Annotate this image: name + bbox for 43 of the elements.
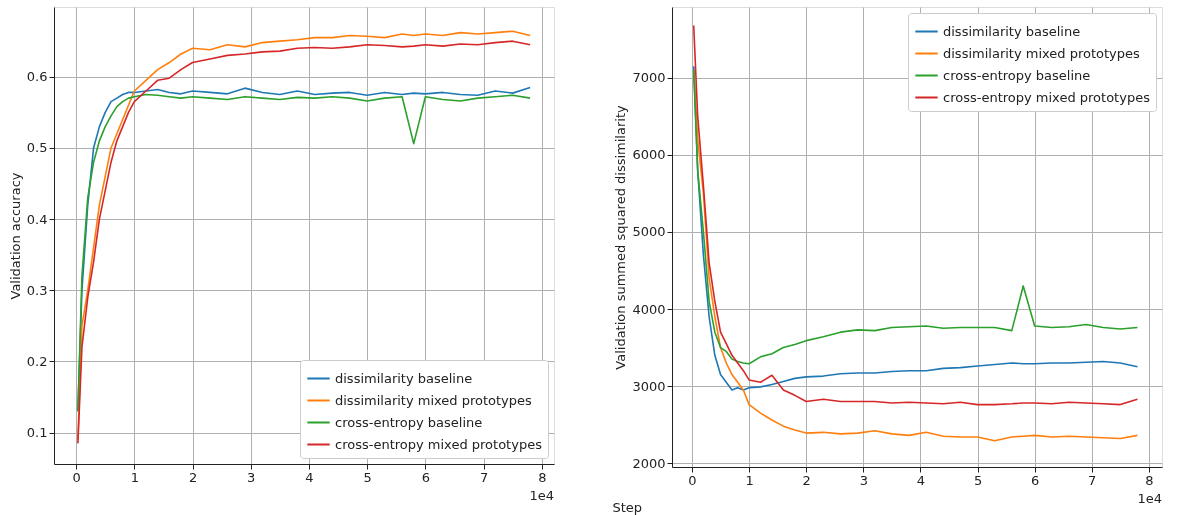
y-tick-label: 0.2 [26, 354, 48, 369]
x-axis-title: Step [612, 499, 643, 515]
legend-label: cross-entropy mixed prototypes [943, 89, 1151, 105]
x-tick-label: 6 [421, 469, 430, 485]
x-tick-label: 7 [479, 469, 489, 485]
y-tick-label: 3000 [632, 378, 666, 394]
legend-label: dissimilarity baseline [335, 370, 473, 386]
x-tick-label: 8 [1145, 472, 1154, 488]
y-tick-label: 7000 [632, 70, 666, 86]
x-tick-label: 4 [305, 469, 314, 485]
x-tick-label: 2 [188, 469, 198, 485]
legend-label: cross-entropy mixed prototypes [335, 436, 543, 452]
y-tick-label: 5000 [632, 224, 666, 240]
legend-label: dissimilarity baseline [943, 23, 1081, 39]
y-tick-label: 6000 [632, 147, 666, 163]
x-tick-label: 5 [973, 472, 983, 488]
x-tick-label: 0 [72, 469, 81, 485]
y-tick-label: 0.5 [26, 140, 48, 156]
y-tick-label: 0.6 [26, 69, 48, 85]
legend-label: cross-entropy baseline [943, 67, 1091, 83]
legend-label: cross-entropy baseline [335, 414, 483, 430]
x-tick-label: 2 [802, 472, 811, 488]
x-tick-label: 5 [363, 469, 372, 485]
text: 1e4 [1137, 491, 1162, 506]
x-tick-label: 1 [130, 469, 139, 485]
x-tick-label: 1 [745, 472, 754, 488]
x-tick-label: 0 [688, 472, 697, 488]
x-tick-label: 3 [859, 472, 868, 488]
x-tick-label: 3 [247, 469, 256, 485]
legend-label: dissimilarity mixed prototypes [943, 45, 1141, 61]
legend-label: dissimilarity mixed prototypes [335, 392, 533, 408]
y-tick-label: 0.1 [26, 425, 48, 441]
x-tick-label: 7 [1088, 472, 1097, 488]
y-axis-title: Validation accuracy [7, 172, 23, 300]
x-tick-label: 4 [916, 472, 926, 488]
text: 1e4 [529, 488, 554, 503]
x-tick-label: 6 [1031, 472, 1040, 488]
y-axis-title: Validation summed squared dissimilarity [613, 105, 629, 370]
y-tick-label: 0.4 [26, 211, 48, 227]
y-tick-label: 2000 [632, 455, 666, 471]
y-tick-label: 4000 [632, 301, 666, 317]
x-tick-label: 8 [538, 469, 547, 485]
y-tick-label: 0.3 [26, 282, 48, 298]
